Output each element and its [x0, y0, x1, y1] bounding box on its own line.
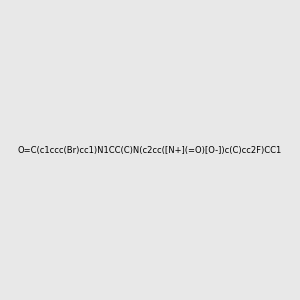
- Text: O=C(c1ccc(Br)cc1)N1CC(C)N(c2cc([N+](=O)[O-])c(C)cc2F)CC1: O=C(c1ccc(Br)cc1)N1CC(C)N(c2cc([N+](=O)[…: [18, 146, 282, 154]
